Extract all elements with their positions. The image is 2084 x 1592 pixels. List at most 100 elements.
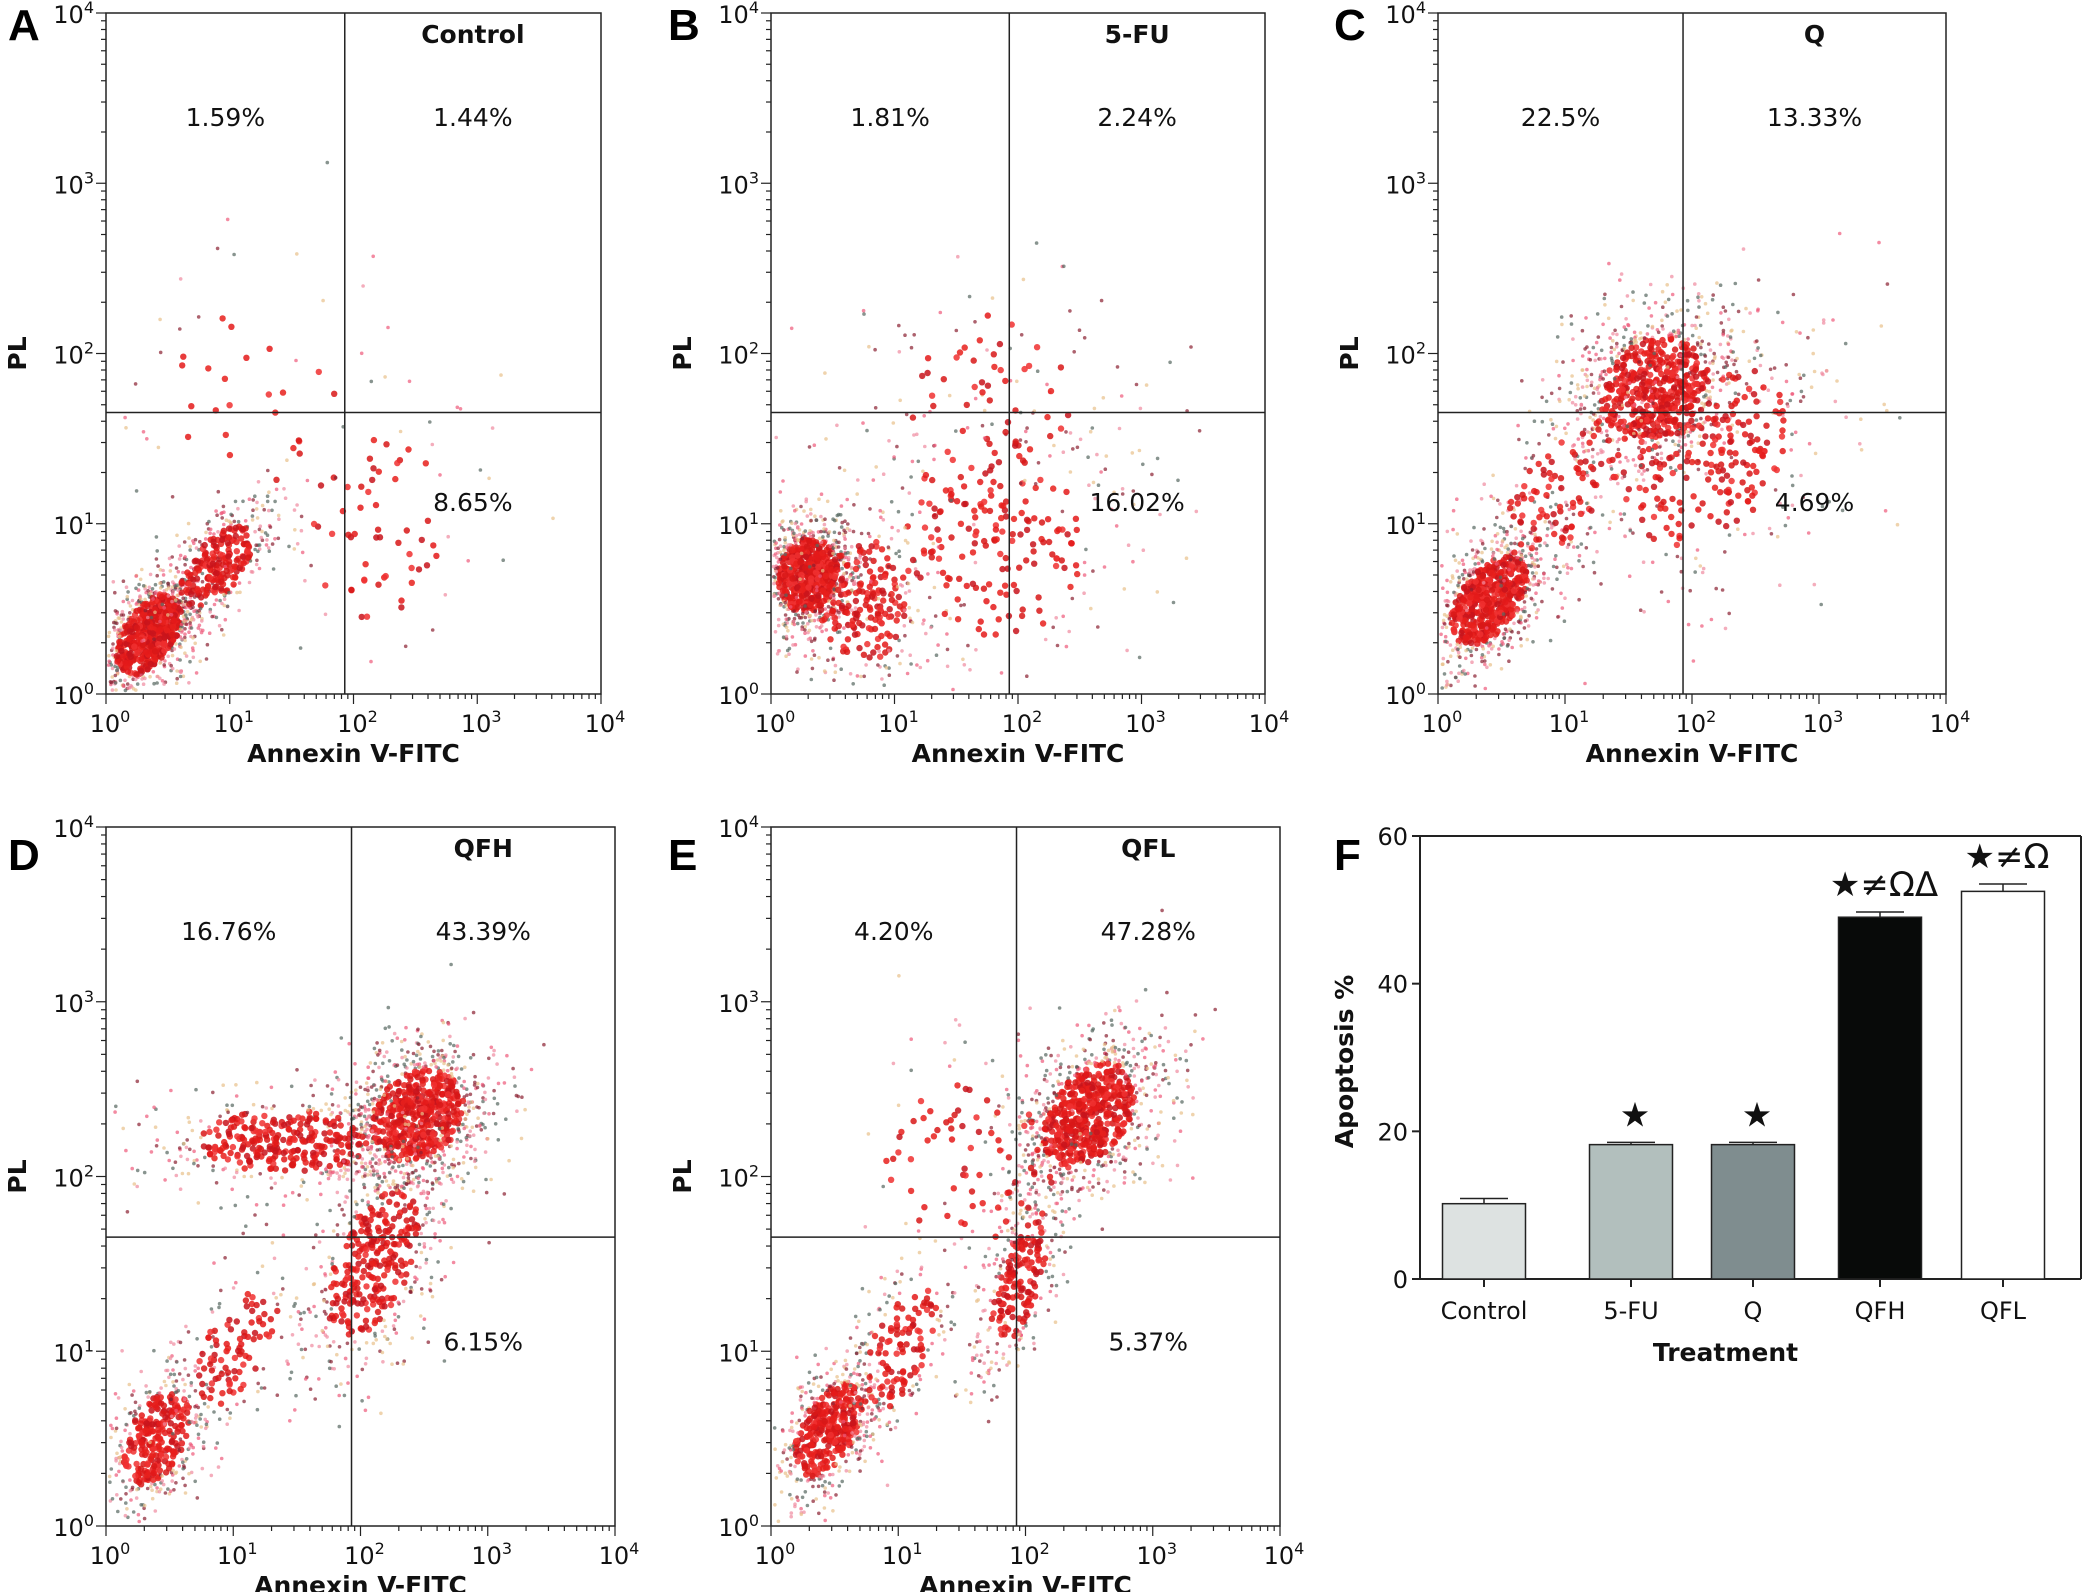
data-point — [1540, 378, 1545, 382]
data-point — [134, 489, 139, 493]
data-point — [1695, 422, 1703, 429]
data-point — [1544, 399, 1549, 404]
data-point — [145, 437, 149, 441]
data-point — [910, 512, 914, 517]
data-point — [1640, 472, 1644, 476]
data-point — [1717, 461, 1725, 468]
data-point — [995, 459, 1003, 466]
data-point — [1000, 502, 1007, 510]
data-point — [1783, 523, 1788, 528]
data-point — [1538, 506, 1545, 514]
data-point — [797, 559, 804, 566]
data-point — [108, 680, 113, 684]
data-point — [1667, 333, 1671, 338]
data-point — [1608, 422, 1615, 429]
data-point — [1615, 345, 1619, 349]
data-point — [176, 588, 180, 593]
data-point — [1578, 396, 1583, 400]
data-point — [843, 537, 847, 541]
data-point — [1550, 422, 1555, 427]
data-point — [1898, 416, 1902, 420]
data-point — [373, 534, 380, 541]
data-point — [1451, 527, 1455, 532]
data-point — [1591, 460, 1596, 465]
data-point — [181, 674, 186, 679]
data-point — [1483, 659, 1487, 663]
data-point — [181, 596, 185, 600]
data-point — [1837, 231, 1842, 236]
data-point — [1044, 413, 1051, 421]
data-point — [1569, 381, 1574, 385]
data-point — [772, 581, 776, 586]
data-point — [188, 599, 196, 607]
data-point — [1519, 529, 1523, 534]
data-point — [1727, 499, 1735, 506]
data-point — [149, 599, 156, 606]
data-point — [181, 570, 185, 575]
data-point — [826, 583, 833, 590]
data-point — [1497, 652, 1501, 657]
data-point — [945, 647, 950, 652]
data-point — [127, 600, 131, 605]
data-point — [829, 607, 837, 615]
data-point — [799, 586, 806, 594]
data-point — [152, 656, 159, 663]
data-point — [123, 415, 127, 420]
data-point — [1096, 625, 1100, 629]
data-point — [128, 611, 132, 615]
data-point — [1545, 533, 1549, 538]
data-point — [260, 529, 264, 534]
data-point — [242, 525, 249, 532]
data-point — [1723, 509, 1731, 516]
data-point — [865, 428, 869, 433]
data-point — [953, 354, 960, 361]
data-point — [1548, 638, 1553, 643]
data-point — [158, 593, 166, 601]
data-point — [1733, 517, 1741, 524]
data-point — [1039, 620, 1047, 627]
data-point — [249, 569, 254, 574]
data-point — [1619, 517, 1624, 522]
data-point — [1670, 312, 1674, 316]
data-point — [1029, 541, 1037, 548]
data-point — [201, 541, 208, 549]
data-point — [1534, 591, 1538, 595]
data-point — [814, 625, 819, 629]
data-point — [1678, 364, 1683, 369]
data-point — [943, 582, 950, 589]
data-point — [1520, 536, 1525, 541]
data-point — [1599, 357, 1603, 361]
data-point — [186, 580, 193, 588]
data-point — [803, 654, 808, 658]
data-point — [1491, 551, 1496, 555]
data-point — [110, 666, 115, 671]
data-point — [1490, 539, 1494, 544]
data-point — [262, 507, 267, 512]
data-point — [403, 527, 410, 534]
quadrant-lower-right-percent: 16.02% — [1089, 488, 1184, 517]
data-point — [1704, 366, 1711, 374]
data-point — [1611, 331, 1615, 336]
data-point — [216, 489, 221, 494]
data-point — [1555, 335, 1560, 339]
data-point — [158, 654, 165, 661]
data-point — [880, 597, 887, 604]
data-point — [947, 393, 952, 398]
data-point — [141, 430, 146, 434]
data-point — [1021, 459, 1028, 466]
data-point — [886, 632, 894, 640]
data-point — [173, 598, 178, 602]
data-point — [1668, 465, 1673, 470]
data-point — [843, 530, 848, 535]
data-point — [177, 544, 181, 548]
data-point — [990, 478, 997, 486]
data-point — [1576, 386, 1580, 391]
data-point — [1705, 311, 1710, 316]
data-point — [1067, 583, 1074, 591]
data-point — [1623, 395, 1628, 400]
data-point — [1488, 569, 1495, 577]
data-point — [1096, 483, 1101, 488]
data-point — [1625, 294, 1630, 298]
data-point — [217, 623, 222, 628]
data-point — [1721, 332, 1725, 337]
